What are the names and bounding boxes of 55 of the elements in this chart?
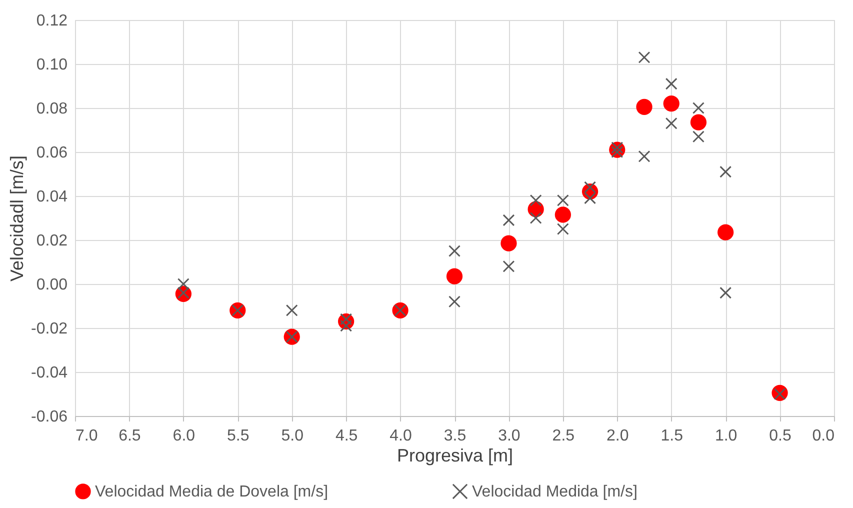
point — [692, 130, 704, 143]
point — [556, 194, 569, 206]
point — [720, 286, 732, 299]
y-tick-label: -0.04 — [31, 364, 68, 382]
x-tick-label: 2.5 — [552, 428, 575, 444]
y-tick-label: 0.10 — [36, 56, 68, 74]
x-tick-label: 0.5 — [769, 428, 792, 444]
legend-label: Velocidad Media de Dovela [m/s] — [95, 483, 328, 500]
point — [448, 296, 460, 308]
point — [663, 96, 680, 112]
y-tick-label: 0.06 — [36, 144, 68, 162]
legend-label: Velocidad Medida [m/s] — [472, 483, 638, 500]
x-tick-label: 2.0 — [606, 428, 629, 444]
x-tick-label: 4.5 — [335, 428, 358, 444]
point — [638, 150, 650, 162]
point — [665, 78, 678, 90]
point — [177, 278, 190, 290]
point — [690, 114, 707, 130]
y-tick-label: 0.12 — [36, 12, 68, 30]
point — [636, 98, 652, 115]
x-tick-label: 3.5 — [444, 428, 466, 444]
y-tick-label: -0.02 — [31, 320, 68, 338]
x-tick-label: 0.0 — [812, 428, 835, 444]
point — [530, 212, 542, 224]
point — [720, 166, 732, 178]
point — [665, 117, 678, 130]
point — [638, 51, 650, 64]
x-tick-label: 5.5 — [227, 428, 250, 444]
point — [584, 192, 596, 204]
x-tick-label: 1.5 — [660, 428, 684, 444]
y-tick-label: -0.06 — [31, 408, 68, 426]
x-tick-label: 5.0 — [281, 428, 304, 444]
point — [718, 224, 734, 240]
point — [554, 206, 571, 223]
point — [502, 214, 515, 226]
y-tick-label: 0.08 — [36, 100, 68, 118]
point — [692, 102, 704, 114]
x-tick-label: 6.5 — [118, 428, 141, 444]
x-tick-label: 6.0 — [172, 428, 196, 444]
y-tick-label: 0.02 — [36, 232, 68, 250]
point — [502, 260, 515, 272]
x-tick-label: 1.0 — [714, 428, 738, 444]
point — [446, 268, 463, 284]
x-tick-label: 4.0 — [390, 428, 412, 444]
y-axis-title: Velocidadl [m/s] — [7, 155, 28, 282]
point — [500, 235, 517, 252]
point — [530, 194, 542, 206]
point — [286, 304, 298, 316]
x-axis-title: Progresiva [m] — [396, 446, 514, 466]
y-tick-label: 0.04 — [36, 188, 68, 206]
x-tick-label: 3.0 — [498, 428, 520, 444]
point — [556, 223, 569, 235]
point — [448, 245, 460, 257]
y-tick-label: 0.00 — [36, 276, 68, 294]
x-tick-label: 7.0 — [76, 428, 98, 444]
